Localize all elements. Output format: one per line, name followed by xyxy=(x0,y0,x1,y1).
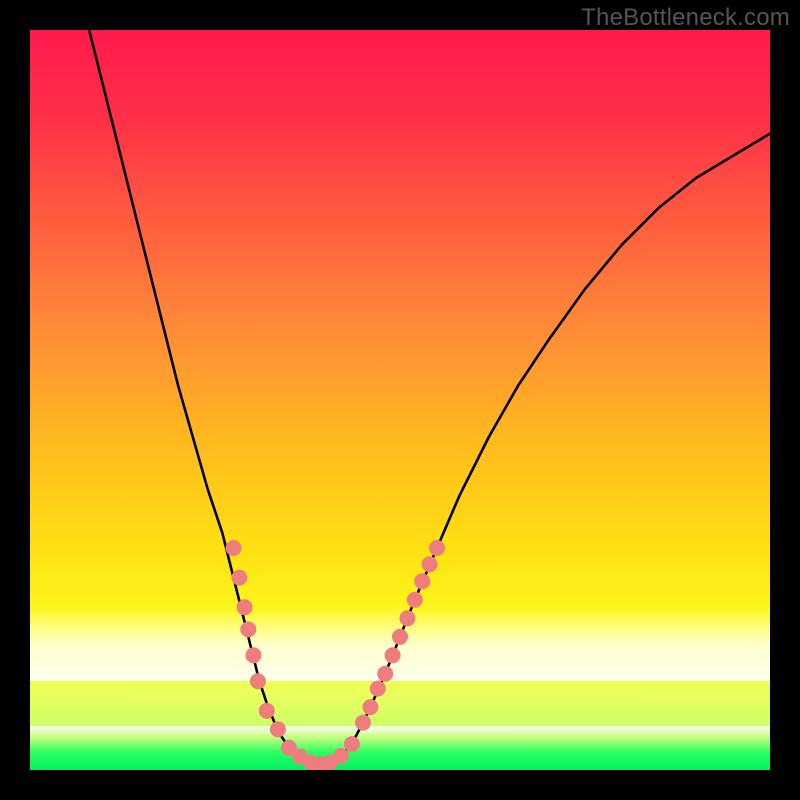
curve-layer xyxy=(30,30,770,770)
data-marker xyxy=(245,647,261,663)
data-marker xyxy=(422,556,438,572)
data-marker xyxy=(344,736,360,752)
data-marker xyxy=(370,681,386,697)
data-marker xyxy=(333,748,349,764)
data-marker xyxy=(226,540,242,556)
watermark-text: TheBottleneck.com xyxy=(581,4,790,32)
data-marker xyxy=(377,666,393,682)
data-marker xyxy=(240,621,256,637)
data-marker xyxy=(250,673,266,689)
data-marker xyxy=(231,570,247,586)
data-marker xyxy=(407,592,423,608)
marker-group xyxy=(226,540,446,770)
data-marker xyxy=(362,699,378,715)
data-marker xyxy=(399,610,415,626)
data-marker xyxy=(429,540,445,556)
data-marker xyxy=(385,647,401,663)
data-marker xyxy=(237,599,253,615)
data-marker xyxy=(355,715,371,731)
data-marker xyxy=(392,629,408,645)
plot-area xyxy=(30,30,770,770)
data-marker xyxy=(414,573,430,589)
data-marker xyxy=(270,721,286,737)
data-marker xyxy=(259,703,275,719)
chart-frame: TheBottleneck.com xyxy=(0,0,800,800)
v-curve-path xyxy=(89,30,770,765)
